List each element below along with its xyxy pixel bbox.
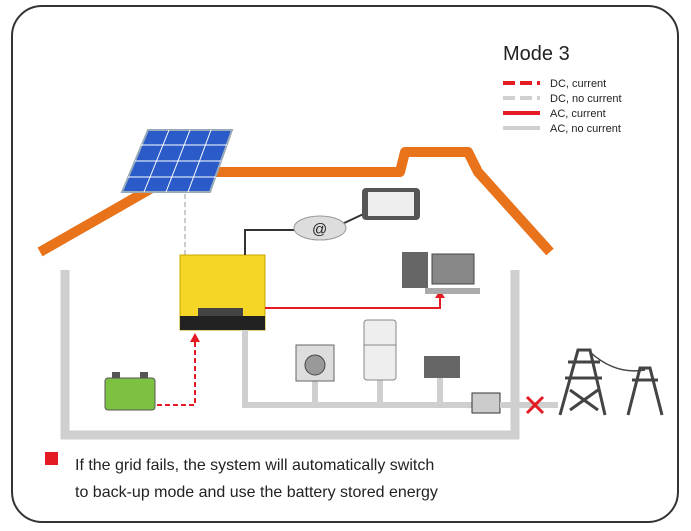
arrow bbox=[190, 333, 200, 342]
legend-label: DC, current bbox=[550, 78, 606, 90]
washing-machine bbox=[295, 344, 335, 382]
walls bbox=[60, 270, 520, 440]
computer bbox=[402, 252, 480, 294]
note-line: to back-up mode and use the battery stor… bbox=[75, 484, 438, 501]
comm-line bbox=[244, 229, 300, 255]
legend-label: AC, no current bbox=[550, 123, 621, 135]
ac-bus bbox=[242, 330, 472, 408]
cloud: @ bbox=[293, 215, 347, 241]
inverter bbox=[179, 254, 266, 331]
note-marker bbox=[45, 452, 58, 465]
meter bbox=[471, 392, 501, 414]
legend: DC, current DC, no current AC, current A… bbox=[503, 78, 622, 135]
battery bbox=[104, 372, 156, 411]
disconnect-x bbox=[525, 395, 545, 415]
fridge bbox=[363, 319, 397, 381]
solar-panel bbox=[120, 129, 234, 193]
tablet bbox=[362, 188, 420, 220]
dc-current-line bbox=[157, 340, 196, 406]
note-line: If the grid fails, the system will autom… bbox=[75, 457, 434, 474]
appliance bbox=[424, 356, 460, 378]
mode-title: Mode 3 bbox=[503, 43, 570, 65]
svg-text:@: @ bbox=[312, 221, 327, 238]
legend-label: DC, no current bbox=[550, 93, 622, 105]
power-towers bbox=[558, 348, 664, 416]
legend-label: AC, current bbox=[550, 108, 606, 120]
ac-current-line bbox=[265, 296, 441, 309]
